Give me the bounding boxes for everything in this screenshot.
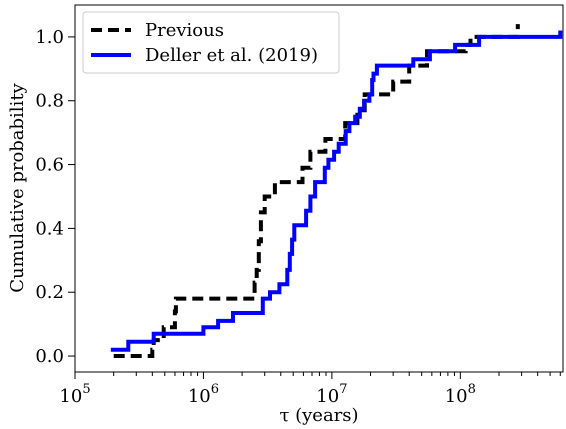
x-tick-exponent: 8 xyxy=(468,382,476,397)
y-tick-label: 0.8 xyxy=(35,91,64,112)
legend-label-previous: Previous xyxy=(145,20,224,41)
x-tick-base: 10 xyxy=(445,386,468,407)
y-tick-label: 0.0 xyxy=(35,346,64,367)
x-tick-base: 10 xyxy=(59,386,82,407)
x-axis: 105 106 107 108 xyxy=(59,372,561,407)
y-tick-label: 0.4 xyxy=(35,218,64,239)
legend-label-deller: Deller et al. (2019) xyxy=(145,45,318,66)
series-line-previous xyxy=(113,24,520,358)
x-tick-label: 106 xyxy=(188,382,219,407)
x-tick-base: 10 xyxy=(188,386,211,407)
x-tick-exponent: 5 xyxy=(82,382,90,397)
y-axis: 0.0 0.2 0.4 0.6 0.8 1.0 xyxy=(35,27,75,367)
x-axis-label: τ (years) xyxy=(279,405,358,426)
y-tick-label: 1.0 xyxy=(35,27,64,48)
y-tick-label: 0.2 xyxy=(35,282,64,303)
x-tick-label: 105 xyxy=(59,382,90,407)
y-axis-label: Cumulative probability xyxy=(7,82,28,292)
series-line-deller xyxy=(110,30,563,352)
legend-box xyxy=(82,11,340,74)
y-tick-label: 0.6 xyxy=(35,155,64,176)
x-tick-exponent: 7 xyxy=(339,382,347,397)
x-tick-label: 108 xyxy=(445,382,476,407)
x-tick-exponent: 6 xyxy=(211,382,219,397)
x-tick-label: 107 xyxy=(316,382,347,407)
legend: Previous Deller et al. (2019) xyxy=(82,11,340,74)
plot-lines xyxy=(110,24,563,358)
x-tick-base: 10 xyxy=(316,386,339,407)
